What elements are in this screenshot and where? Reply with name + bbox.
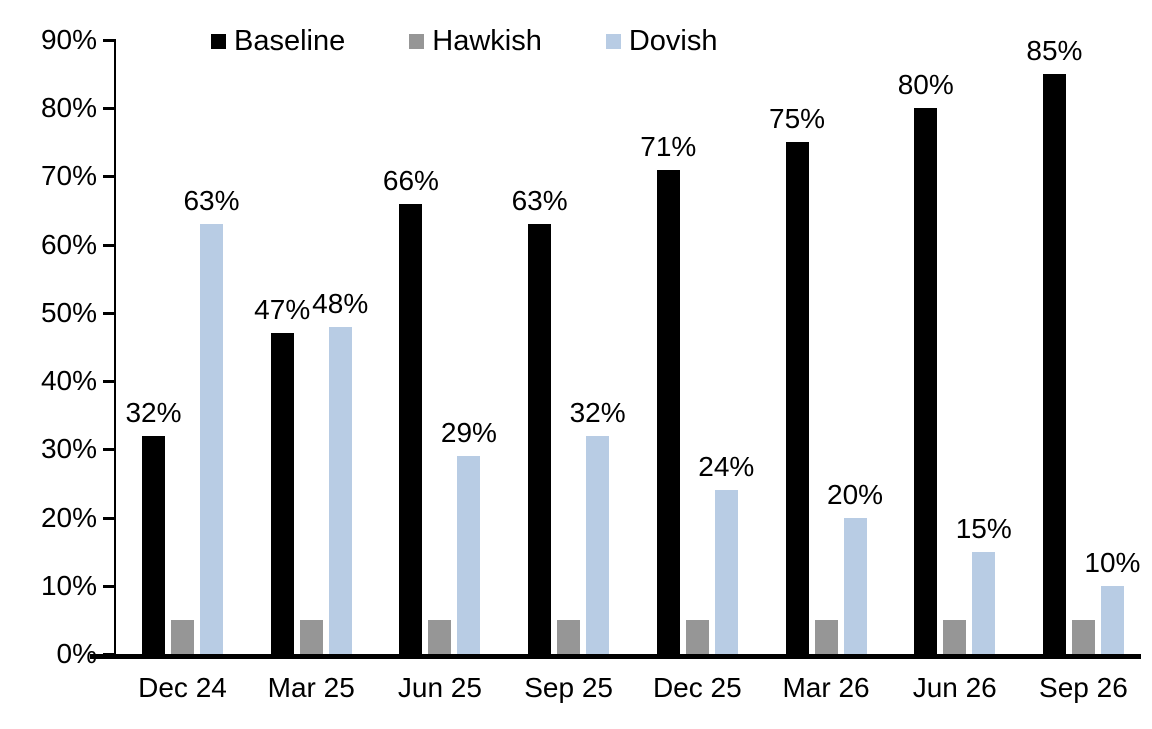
y-axis-tick — [103, 448, 116, 451]
hawkish-bar — [943, 620, 967, 654]
bar-group: 47% 48% — [254, 40, 368, 654]
bar-group: 32% 63% — [125, 40, 240, 654]
value-label: 32% — [125, 397, 182, 429]
value-label: 20% — [826, 479, 884, 511]
hawkish-bar — [171, 620, 194, 654]
x-axis-label: Jun 25 — [397, 672, 482, 703]
dovish-bar: 15% — [956, 513, 1012, 654]
legend-label: Baseline — [234, 25, 346, 57]
y-axis-tick — [103, 107, 116, 110]
baseline-bar: 47% — [254, 294, 310, 654]
hawkish-bar — [557, 620, 581, 654]
legend-item-dovish: Dovish — [605, 25, 718, 57]
y-axis-tick — [103, 244, 116, 247]
hawkish-bar — [428, 620, 452, 654]
hawkish-bar — [1071, 620, 1095, 654]
value-label: 75% — [768, 103, 826, 135]
legend-item-baseline: Baseline — [211, 25, 345, 57]
bar-group: 66% 29% — [383, 40, 497, 654]
bar-group: 85% 10% — [1026, 35, 1140, 654]
value-label: 85% — [1026, 35, 1083, 67]
baseline-bar: 85% — [1026, 35, 1082, 654]
hawkish-bar — [685, 620, 709, 654]
value-label: 29% — [440, 417, 497, 449]
y-axis-tick-label: 70% — [40, 160, 97, 191]
dovish-bar: 29% — [441, 417, 497, 654]
dovish-bar: 48% — [312, 288, 368, 654]
dovish-legend-swatch-icon — [605, 33, 621, 49]
hawkish-bar — [299, 620, 323, 654]
dovish-bar: 63% — [183, 185, 240, 654]
legend: Baseline Hawkish Dovish — [211, 25, 718, 57]
hawkish-bar — [814, 620, 838, 654]
legend-label: Hawkish — [432, 25, 542, 57]
x-axis-label: Jun 26 — [912, 672, 997, 703]
y-axis-line — [114, 40, 116, 654]
hawkish-legend-swatch-icon — [409, 33, 425, 49]
y-axis-tick — [103, 175, 116, 178]
value-label: 32% — [569, 397, 626, 429]
y-axis-tick-label: 80% — [40, 92, 97, 123]
x-axis-labels: Dec 24 Mar 25 Jun 25 Sep 25 Dec 25 Mar 26 Jun … — [116, 672, 1141, 704]
plot-area: 32% 63% 47% 48% 66% 29% 63% 32% 71% 24% 75% 20% 80% 1… — [116, 35, 1141, 654]
y-axis-tick — [103, 585, 116, 588]
x-axis-label: Dec 25 — [652, 672, 742, 703]
y-axis-tick-label: 0% — [56, 638, 97, 669]
y-axis-tick-label: 10% — [40, 570, 97, 601]
y-axis-tick-label: 30% — [40, 433, 97, 464]
y-axis-tick — [103, 380, 116, 383]
x-axis-label: Sep 25 — [524, 672, 613, 703]
baseline-bar: 63% — [512, 185, 568, 654]
baseline-bar: 80% — [898, 69, 954, 654]
x-axis-label: Sep 26 — [1039, 672, 1128, 703]
bar-groups: 32% 63% 47% 48% 66% 29% 63% 32% 71% 24% 75% 20% 80% 1… — [116, 35, 1141, 654]
value-label: 48% — [312, 288, 369, 320]
dovish-bar: 32% — [570, 397, 626, 654]
bar-group: 71% 24% — [640, 40, 754, 654]
dovish-bar: 10% — [1084, 547, 1140, 654]
value-label: 66% — [382, 165, 439, 197]
bar-group: 80% 15% — [898, 40, 1012, 654]
y-axis-tick-label: 90% — [40, 24, 97, 55]
baseline-bar: 71% — [640, 131, 696, 654]
value-label: 24% — [698, 451, 755, 483]
x-axis-line — [90, 654, 1141, 659]
dovish-bar: 24% — [698, 451, 754, 654]
value-label: 63% — [511, 185, 568, 217]
baseline-bar: 66% — [383, 165, 439, 654]
y-axis-tick — [103, 312, 116, 315]
value-label: 71% — [640, 131, 697, 163]
x-axis-label: Dec 24 — [138, 672, 227, 703]
legend-label: Dovish — [628, 25, 718, 57]
value-label: 63% — [183, 185, 240, 217]
y-axis-tick-label: 60% — [40, 229, 97, 260]
x-axis-label: Mar 26 — [782, 672, 870, 703]
baseline-bar: 75% — [769, 103, 825, 654]
value-label: 15% — [955, 513, 1012, 545]
y-axis-tick-label: 20% — [40, 502, 97, 533]
dovish-bar: 20% — [827, 479, 883, 654]
value-label: 47% — [254, 294, 311, 326]
value-label: 80% — [897, 69, 954, 101]
baseline-legend-swatch-icon — [211, 33, 226, 49]
x-axis-label: Mar 25 — [267, 672, 355, 703]
legend-item-hawkish: Hawkish — [409, 25, 542, 57]
value-label: 10% — [1084, 547, 1141, 579]
y-axis-tick — [103, 39, 116, 42]
y-axis-tick-label: 50% — [40, 297, 97, 328]
bar-group: 63% 32% — [512, 40, 626, 654]
y-axis-tick — [103, 517, 116, 520]
bar-group: 75% 20% — [769, 40, 883, 654]
y-axis-tick-label: 40% — [40, 365, 97, 396]
baseline-bar: 32% — [125, 397, 182, 654]
